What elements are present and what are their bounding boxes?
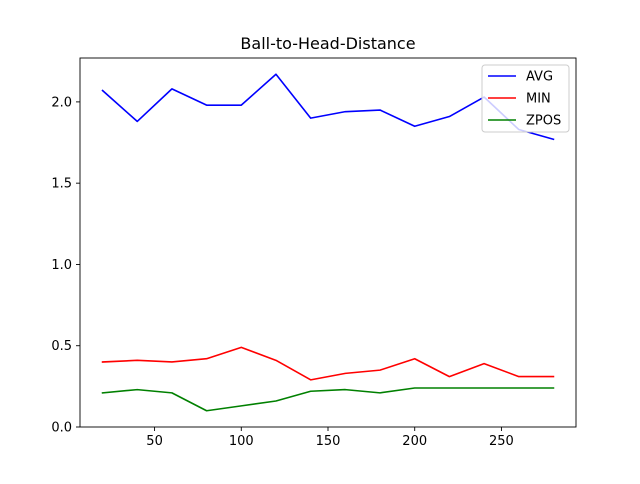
x-tick-label: 50 xyxy=(146,434,163,449)
x-tick-label: 200 xyxy=(402,434,427,449)
y-tick-label: 0.5 xyxy=(51,339,72,354)
legend-label-avg: AVG xyxy=(526,70,553,85)
y-tick-label: 1.0 xyxy=(51,258,72,273)
x-tick-label: 150 xyxy=(316,434,341,449)
chart-title: Ball-to-Head-Distance xyxy=(240,34,415,53)
y-tick-label: 0.0 xyxy=(51,421,72,436)
legend-label-min: MIN xyxy=(526,92,551,107)
legend: AVG MIN ZPOS xyxy=(481,64,570,133)
series-line-avg xyxy=(101,73,555,141)
x-tick-label: 250 xyxy=(489,434,514,449)
legend-frame xyxy=(481,64,570,133)
series-line-min xyxy=(101,346,555,381)
legend-label-zpos: ZPOS xyxy=(526,114,561,129)
plot-area: 50 100 150 200 250 0.0 0.5 1.0 1.5 2.0 xyxy=(51,57,577,449)
y-tick-label: 2.0 xyxy=(51,95,72,110)
series-line-zpos xyxy=(101,387,555,412)
x-tick-label: 100 xyxy=(229,434,254,449)
y-tick-label: 1.5 xyxy=(51,177,72,192)
